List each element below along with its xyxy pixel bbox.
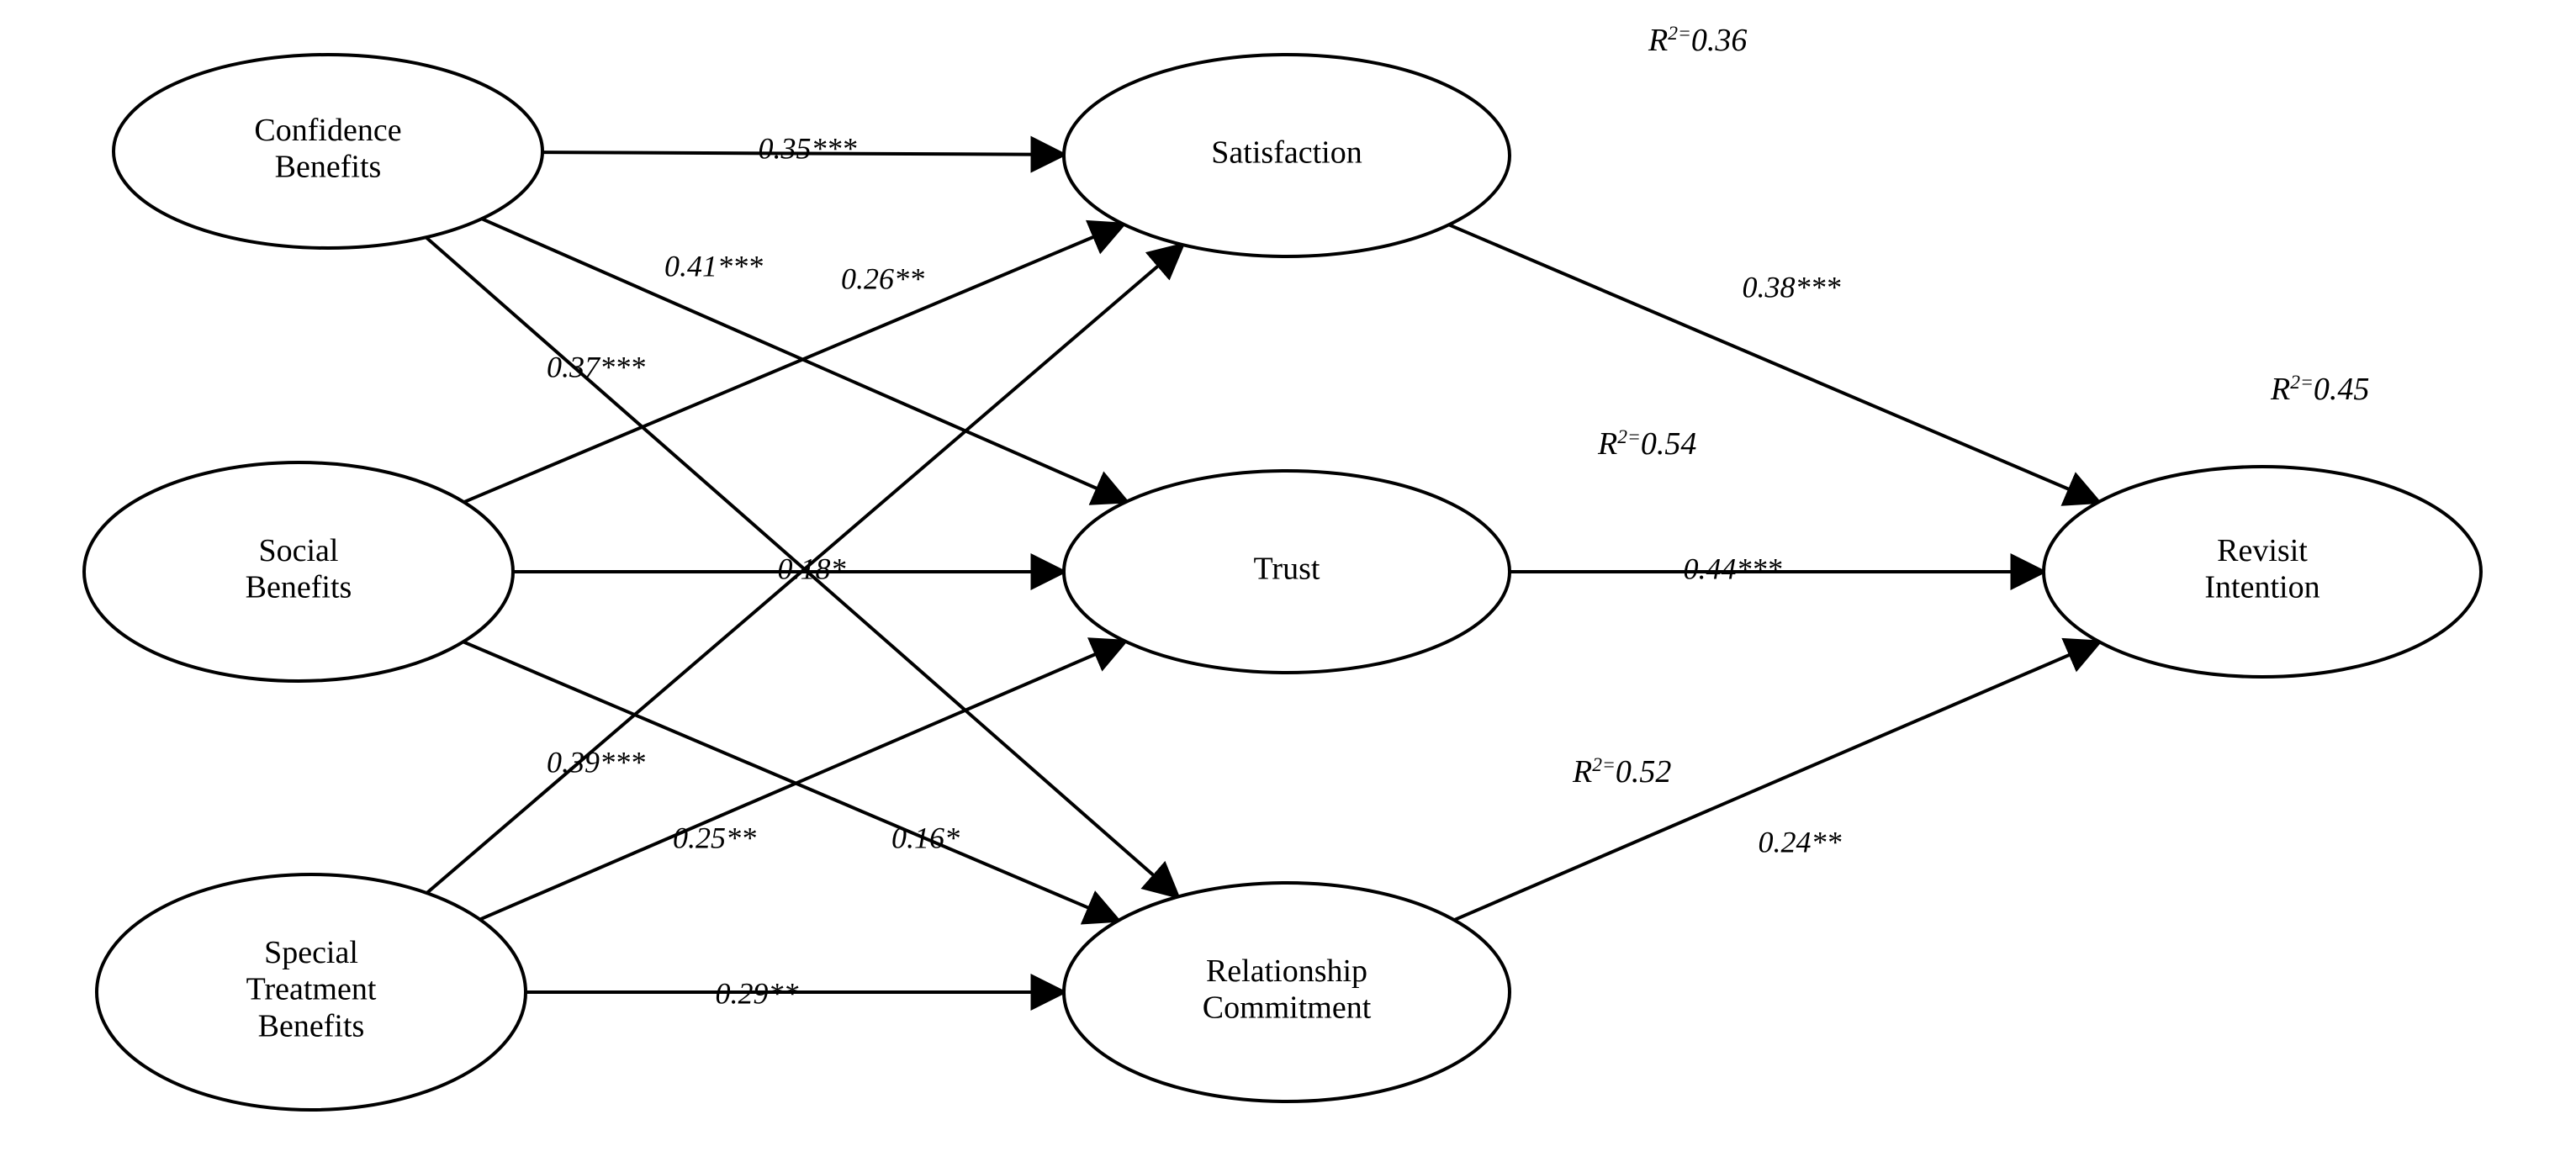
node-label-special-line0: Special	[264, 935, 358, 970]
edge-label-commitment-revisit: 0.24**	[1759, 825, 1842, 858]
sem-path-diagram: 0.35***0.41***0.37***0.26**0.18*0.39***0…	[0, 0, 2576, 1162]
node-label-social-line1: Benefits	[246, 570, 352, 605]
edge-satisfaction-revisit	[1449, 224, 2099, 502]
edge-label-social-satisfaction: 0.26**	[841, 261, 924, 295]
edge-label-special-trust: 0.25**	[673, 821, 756, 854]
node-label-special-line1: Treatment	[246, 972, 377, 1007]
node-label-satisfaction-line0: Satisfaction	[1211, 135, 1362, 171]
r2-label-1: R2=0.54	[1597, 426, 1696, 462]
edge-label-trust-revisit: 0.44***	[1684, 552, 1782, 585]
edge-social-commitment	[463, 642, 1119, 921]
node-label-confidence-line0: Confidence	[254, 113, 401, 148]
edge-label-social-trust: 0.18*	[778, 552, 846, 585]
nodes-group: ConfidenceBenefitsSocialBenefitsSpecialT…	[84, 55, 2481, 1110]
edge-label-confidence-trust: 0.41***	[664, 249, 763, 283]
node-label-social-line0: Social	[259, 533, 339, 568]
node-label-revisit-line1: Intention	[2204, 570, 2319, 605]
r2-label-0: R2=0.36	[1648, 23, 1747, 58]
edge-label-confidence-satisfaction: 0.35***	[759, 131, 857, 165]
node-label-trust-line0: Trust	[1254, 552, 1320, 587]
node-label-commitment-line1: Commitment	[1203, 990, 1372, 1026]
node-label-confidence-line1: Benefits	[275, 150, 382, 185]
edge-special-trust	[480, 642, 1125, 920]
node-label-commitment-line0: Relationship	[1206, 953, 1367, 989]
node-label-special-line2: Benefits	[258, 1008, 365, 1043]
edge-label-special-satisfaction: 0.16*	[891, 821, 960, 854]
r2-label-3: R2=0.45	[2270, 372, 2369, 407]
node-label-revisit-line0: Revisit	[2217, 533, 2308, 568]
edge-label-satisfaction-revisit: 0.38***	[1743, 270, 1841, 304]
edge-commitment-revisit	[1454, 642, 2099, 920]
edge-label-confidence-commitment: 0.37***	[547, 350, 645, 383]
r2-label-2: R2=0.52	[1572, 754, 1671, 790]
edge-label-special-commitment: 0.29**	[716, 976, 799, 1010]
